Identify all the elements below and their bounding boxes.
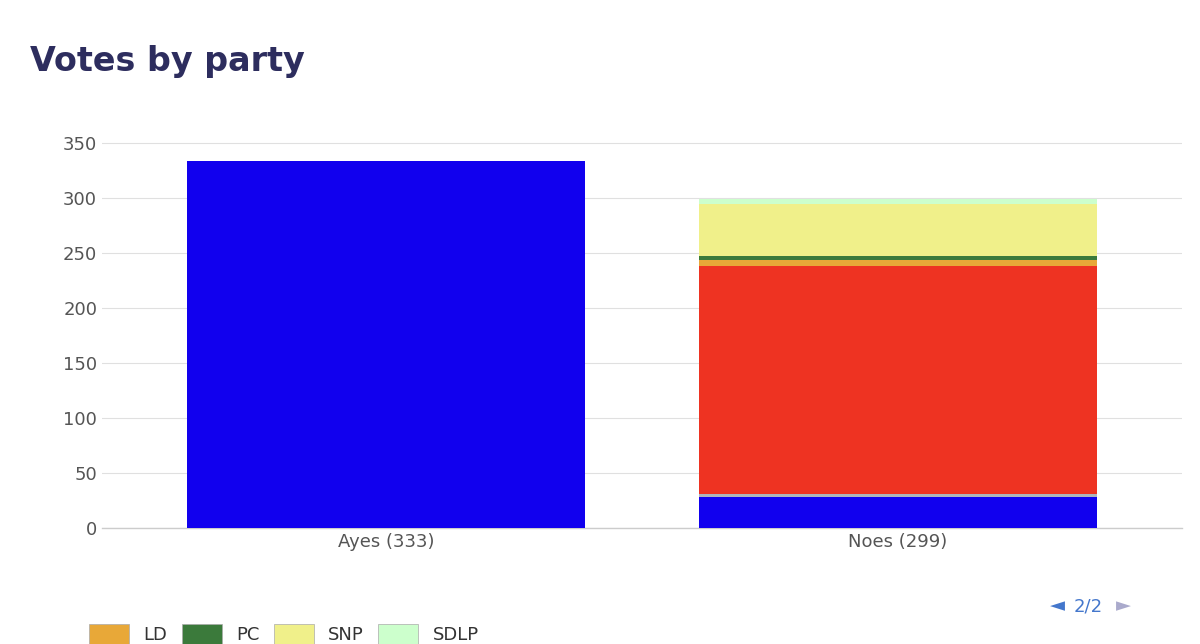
Text: ◄: ◄ [1050, 596, 1066, 615]
Bar [698, 266, 1097, 494]
Bar [698, 256, 1097, 260]
Text: 2/2: 2/2 [1074, 597, 1103, 615]
Bar [698, 260, 1097, 266]
Legend: LD, PC, SNP, SDLP: LD, PC, SNP, SDLP [90, 624, 479, 644]
Bar [698, 494, 1097, 497]
Bar [187, 161, 586, 528]
Text: Votes by party: Votes by party [30, 45, 305, 78]
Bar [698, 199, 1097, 204]
Bar [698, 204, 1097, 256]
Text: ►: ► [1116, 596, 1132, 615]
Bar [698, 497, 1097, 528]
